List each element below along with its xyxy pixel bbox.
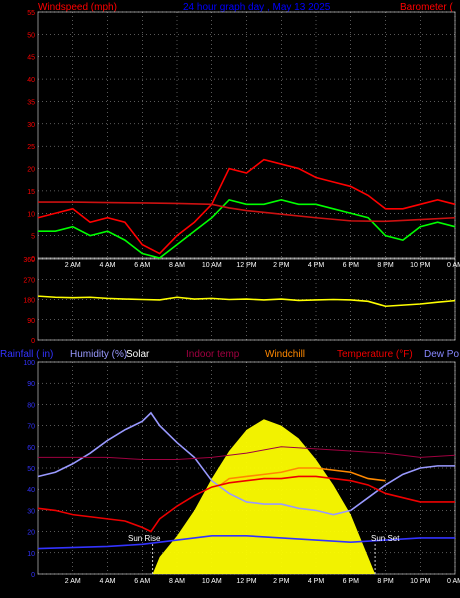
x-tick-label: 12 PM (236, 262, 256, 269)
x-tick-label: 6 AM (134, 578, 150, 585)
series-windchill (219, 467, 386, 486)
x-tick-label: 6 PM (343, 262, 360, 269)
y-tick-label: 15 (27, 189, 35, 196)
y-tick-label: 80 (27, 402, 35, 409)
y-tick-label: 50 (27, 466, 35, 473)
series-windspeed-avg (38, 198, 456, 259)
x-tick-label: 4 PM (308, 262, 325, 269)
x-tick-label: 8 PM (377, 578, 394, 585)
series-wind-direction (37, 295, 456, 308)
graph-title: 24 hour graph day , May 13 2025 (183, 2, 331, 13)
x-tick-label: 8 AM (169, 578, 185, 585)
x-tick-label: 6 PM (343, 578, 360, 585)
x-tick-label: 8 PM (377, 262, 394, 269)
y-tick-label: 10 (27, 551, 35, 558)
x-tick-label: 4 AM (100, 578, 116, 585)
legend-item: Solar (126, 349, 150, 360)
y-tick-label: 100 (23, 360, 35, 367)
x-tick-label: 4 AM (100, 262, 116, 269)
x-tick-label: 0 AM (447, 578, 460, 585)
x-tick-label: 4 PM (308, 578, 325, 585)
x-tick-label: 10 AM (202, 262, 222, 269)
x-tick-label: 2 PM (273, 578, 290, 585)
y-tick-label: 360 (23, 257, 35, 264)
x-tick-label: 10 PM (410, 262, 430, 269)
y-tick-label: 5 (31, 234, 35, 241)
windspeed-axis-title: Windspeed (mph) (38, 2, 117, 13)
y-tick-label: 55 (27, 10, 35, 17)
y-tick-label: 30 (27, 122, 35, 129)
sunrise-label: Sun Rise (128, 534, 161, 543)
y-tick-label: 50 (27, 32, 35, 39)
x-tick-label: 8 AM (169, 262, 185, 269)
y-tick-label: 25 (27, 144, 35, 151)
y-tick-label: 40 (27, 487, 35, 494)
y-tick-label: 270 (23, 277, 35, 284)
series-rainfall (37, 535, 455, 550)
y-tick-label: 90 (27, 381, 35, 388)
y-tick-label: 0 (31, 572, 35, 579)
y-tick-label: 0 (31, 256, 35, 263)
series-indoor-temp (38, 446, 456, 461)
series-temperature (37, 475, 455, 533)
sunset-label: Sun Set (371, 534, 400, 543)
x-tick-label: 2 PM (273, 262, 290, 269)
y-tick-label: 45 (27, 55, 35, 62)
y-tick-label: 0 (31, 338, 35, 345)
y-tick-label: 20 (27, 530, 35, 537)
series-humidity (37, 411, 455, 516)
y-tick-label: 10 (27, 211, 35, 218)
y-tick-label: 30 (27, 508, 35, 515)
x-tick-label: 0 AM (447, 262, 460, 269)
x-tick-label: 12 PM (236, 578, 256, 585)
y-tick-label: 90 (27, 318, 35, 325)
series-barometer (38, 201, 456, 223)
legend: Rainfall ( in) Humidity (%)Solar Indoor te… (0, 349, 459, 360)
x-tick-label: 2 AM (65, 578, 81, 585)
y-tick-label: 20 (27, 167, 35, 174)
series-solar-area (152, 419, 376, 574)
y-tick-label: 40 (27, 77, 35, 84)
legend-item: Rainfall ( in) (0, 349, 53, 360)
x-tick-label: 10 PM (410, 578, 430, 585)
y-tick-label: 35 (27, 99, 35, 106)
x-tick-label: 2 AM (65, 262, 81, 269)
y-tick-label: 60 (27, 445, 35, 452)
legend-item: Temperature (°F) (337, 349, 413, 360)
legend-item: Dew Po (424, 349, 459, 360)
x-tick-label: 6 AM (134, 262, 150, 269)
series-windspeed-gust (37, 158, 456, 255)
x-tick-label: 10 AM (202, 578, 222, 585)
barometer-axis-title: Barometer ( (400, 2, 453, 13)
y-tick-label: 180 (23, 298, 35, 305)
legend-item: Windchill (265, 349, 305, 360)
y-tick-label: 70 (27, 424, 35, 431)
legend-item: Humidity (%) (70, 349, 127, 360)
legend-item: Indoor temp (186, 349, 240, 360)
